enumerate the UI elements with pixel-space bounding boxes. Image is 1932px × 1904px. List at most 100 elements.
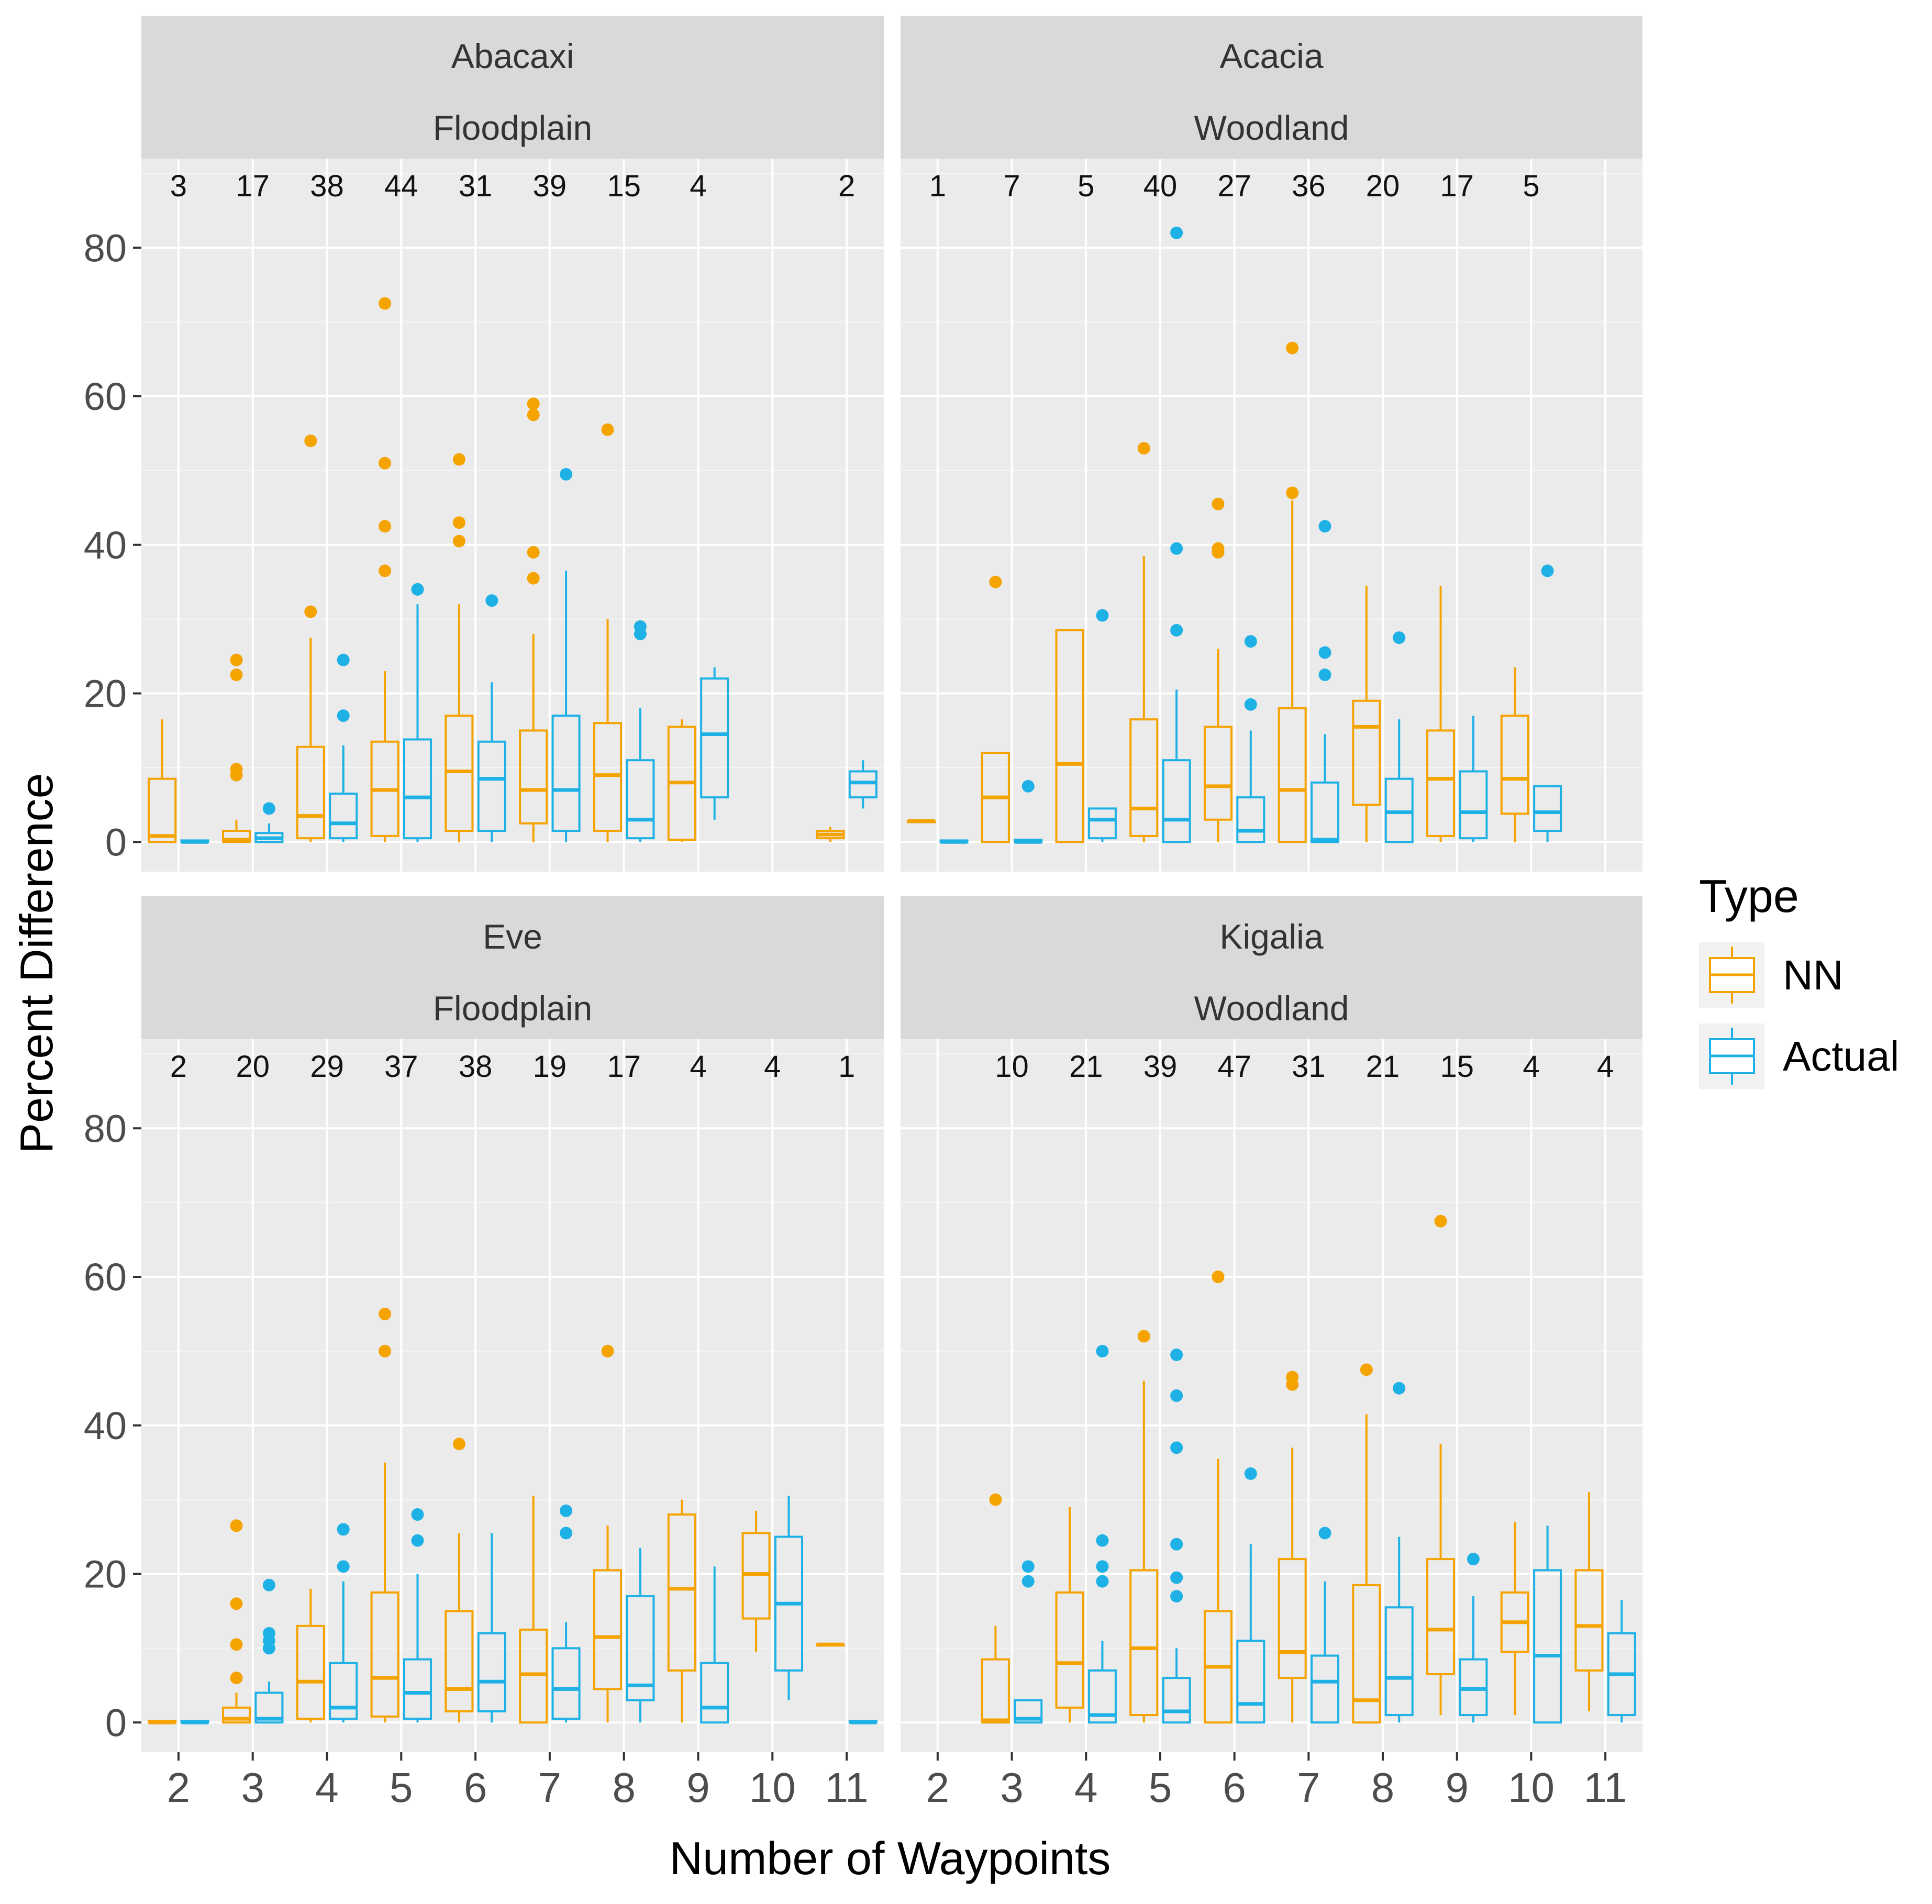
- x-tick-label: 5: [1149, 1764, 1172, 1811]
- box-actual: [329, 653, 358, 842]
- outlier-point: [560, 1504, 573, 1517]
- x-tick-label: 2: [167, 1764, 191, 1811]
- sample-count-label: 29: [310, 1050, 344, 1084]
- legend-label: NN: [1783, 952, 1844, 998]
- box-iqr: [296, 1624, 325, 1720]
- box-iqr: [1055, 629, 1084, 843]
- outlier-point: [1318, 646, 1331, 659]
- box-actual: [1087, 1344, 1117, 1724]
- box-actual: [626, 1547, 655, 1723]
- sample-count-label: 21: [1366, 1050, 1400, 1084]
- box-iqr: [1087, 1669, 1117, 1724]
- outlier-point: [262, 1578, 275, 1591]
- box-iqr: [1162, 759, 1191, 843]
- box-iqr: [593, 1569, 623, 1690]
- box-actual: [551, 467, 581, 842]
- box-iqr: [519, 729, 548, 825]
- outlier-point: [1096, 609, 1109, 622]
- box-nn: [1278, 341, 1307, 843]
- outlier-point: [1286, 486, 1299, 499]
- sample-count-label: 39: [533, 169, 567, 203]
- box-nn: [1500, 667, 1529, 842]
- sample-count-label: 20: [1366, 169, 1400, 203]
- box-actual: [1459, 1553, 1488, 1723]
- outlier-point: [989, 575, 1002, 588]
- outlier-point: [1096, 1344, 1109, 1357]
- sample-count-label: 47: [1217, 1050, 1251, 1084]
- box-nn: [981, 1493, 1010, 1724]
- box-actual: [254, 1578, 284, 1724]
- outlier-point: [411, 583, 424, 596]
- outlier-point: [411, 1508, 424, 1521]
- facet-title: Kigalia: [1219, 917, 1323, 956]
- box-nn: [296, 1588, 325, 1723]
- outlier-point: [601, 1344, 614, 1357]
- outlier-point: [601, 423, 614, 436]
- sample-count-label: 31: [1292, 1050, 1326, 1084]
- box-actual: [700, 1566, 729, 1724]
- facet-strip: [141, 896, 884, 1039]
- box-iqr: [1278, 707, 1307, 843]
- box-iqr: [848, 770, 878, 799]
- x-tick-label: 3: [1000, 1764, 1024, 1811]
- outlier-point: [485, 594, 498, 607]
- x-tick-label: 4: [315, 1764, 339, 1811]
- box-nn: [221, 1519, 251, 1724]
- panel-background: [141, 159, 884, 872]
- box-iqr: [254, 1691, 284, 1724]
- x-tick-label: 9: [686, 1764, 710, 1811]
- outlier-point: [379, 1307, 392, 1320]
- sample-count-label: 17: [607, 1050, 641, 1084]
- sample-count-label: 40: [1143, 169, 1178, 203]
- sample-count-label: 2: [170, 1050, 187, 1084]
- box-actual: [254, 802, 284, 843]
- outlier-point: [452, 535, 465, 548]
- outlier-point: [230, 1519, 243, 1532]
- outlier-point: [1212, 497, 1225, 510]
- box-iqr: [1533, 785, 1562, 832]
- facet-habitat: Floodplain: [433, 108, 593, 147]
- outlier-point: [1096, 1534, 1109, 1547]
- facet-strip: [901, 16, 1642, 159]
- box-iqr: [403, 1658, 432, 1720]
- sample-count-label: 1: [929, 169, 946, 203]
- box-actual: [1533, 1526, 1562, 1724]
- y-tick-label: 0: [105, 1701, 127, 1744]
- facet-title: Abacaxi: [451, 37, 574, 75]
- sample-count-label: 4: [690, 1050, 706, 1084]
- box-actual: [700, 667, 729, 820]
- sample-count-label: 44: [384, 169, 418, 203]
- outlier-point: [1286, 1371, 1299, 1384]
- outlier-point: [230, 1597, 243, 1610]
- x-tick-label: 6: [464, 1764, 487, 1811]
- outlier-point: [1021, 780, 1035, 793]
- sample-count-label: 1: [838, 1050, 855, 1084]
- box-actual: [1236, 1467, 1265, 1724]
- outlier-point: [527, 545, 540, 559]
- box-actual: [1236, 635, 1265, 843]
- x-tick-label: 6: [1223, 1764, 1246, 1811]
- box-nn: [370, 297, 399, 842]
- x-tick-label: 4: [1074, 1764, 1098, 1811]
- outlier-point: [560, 467, 573, 481]
- outlier-point: [230, 763, 243, 776]
- sample-count-label: 15: [1440, 1050, 1474, 1084]
- box-nn: [1426, 585, 1456, 842]
- box-iqr: [1384, 1606, 1414, 1717]
- outlier-point: [1021, 1560, 1035, 1573]
- outlier-point: [1212, 542, 1225, 555]
- box-iqr: [1311, 1654, 1340, 1724]
- box-nn: [445, 1438, 474, 1723]
- box-iqr: [519, 1628, 548, 1724]
- outlier-point: [337, 653, 350, 666]
- box-nn: [519, 397, 548, 842]
- outlier-point: [1393, 1382, 1406, 1395]
- box-iqr: [551, 1647, 581, 1720]
- box-nn: [667, 1499, 696, 1723]
- box-nn: [1055, 1507, 1084, 1723]
- sample-count-label: 36: [1292, 169, 1326, 203]
- x-tick-label: 10: [1508, 1764, 1555, 1811]
- outlier-point: [452, 516, 465, 529]
